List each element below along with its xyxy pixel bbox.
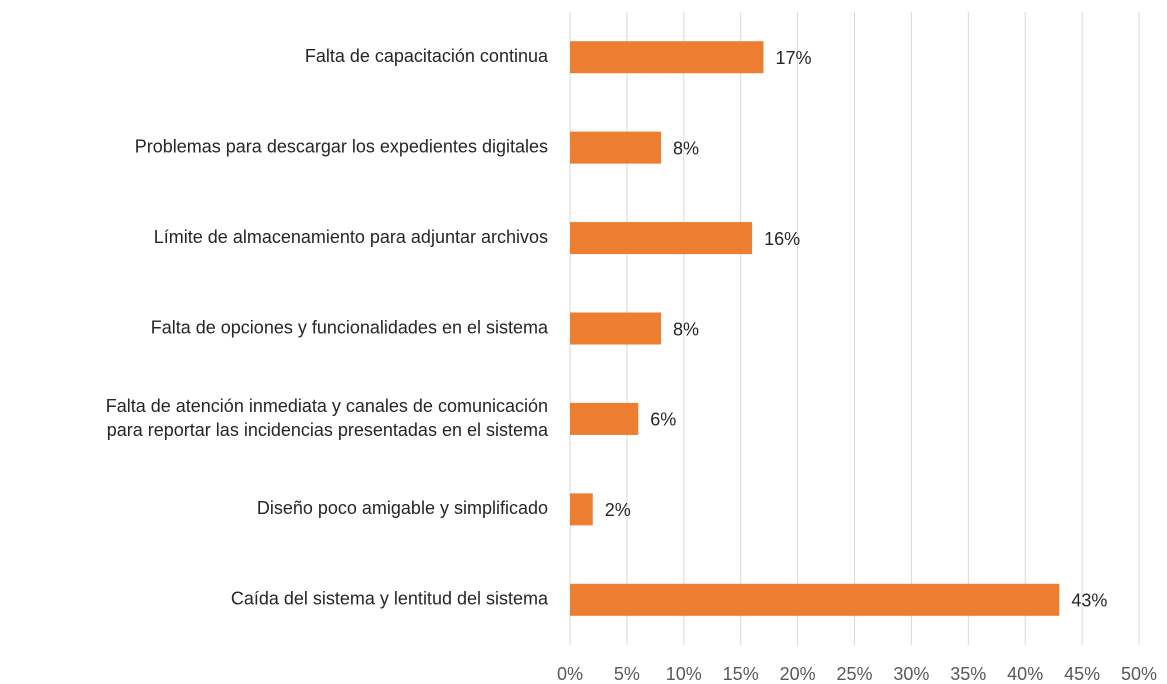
data-label: 2%	[605, 500, 631, 520]
y-tick-label: Límite de almacenamiento para adjuntar a…	[154, 227, 548, 247]
y-tick-label: Diseño poco amigable y simplificado	[257, 498, 548, 518]
data-label: 8%	[673, 138, 699, 158]
y-tick-label: Falta de opciones y funcionalidades en e…	[151, 317, 549, 337]
x-tick-label: 20%	[780, 664, 816, 684]
x-tick-label: 10%	[666, 664, 702, 684]
data-label: 16%	[764, 229, 800, 249]
x-tick-label: 5%	[614, 664, 640, 684]
bar	[570, 131, 662, 164]
x-tick-label: 45%	[1064, 664, 1100, 684]
bar	[570, 583, 1060, 616]
bar	[570, 402, 639, 435]
bar	[570, 41, 764, 74]
y-tick-label: Falta de capacitación continua	[305, 46, 549, 66]
x-tick-label: 30%	[893, 664, 929, 684]
y-tick-label: Falta de atención inmediata y canales de…	[106, 396, 549, 440]
data-label: 8%	[673, 319, 699, 339]
y-tick-label: Caída del sistema y lentitud del sistema	[231, 589, 549, 609]
x-tick-label: 15%	[723, 664, 759, 684]
data-label: 43%	[1071, 591, 1107, 611]
bar	[570, 312, 662, 345]
x-tick-label: 35%	[950, 664, 986, 684]
x-tick-label: 50%	[1121, 664, 1157, 684]
y-tick-label: Problemas para descargar los expedientes…	[135, 136, 548, 156]
bar	[570, 222, 753, 255]
bar	[570, 493, 593, 526]
x-tick-label: 40%	[1007, 664, 1043, 684]
data-label: 17%	[775, 48, 811, 68]
x-tick-label: 25%	[836, 664, 872, 684]
data-label: 6%	[650, 410, 676, 430]
x-tick-label: 0%	[557, 664, 583, 684]
